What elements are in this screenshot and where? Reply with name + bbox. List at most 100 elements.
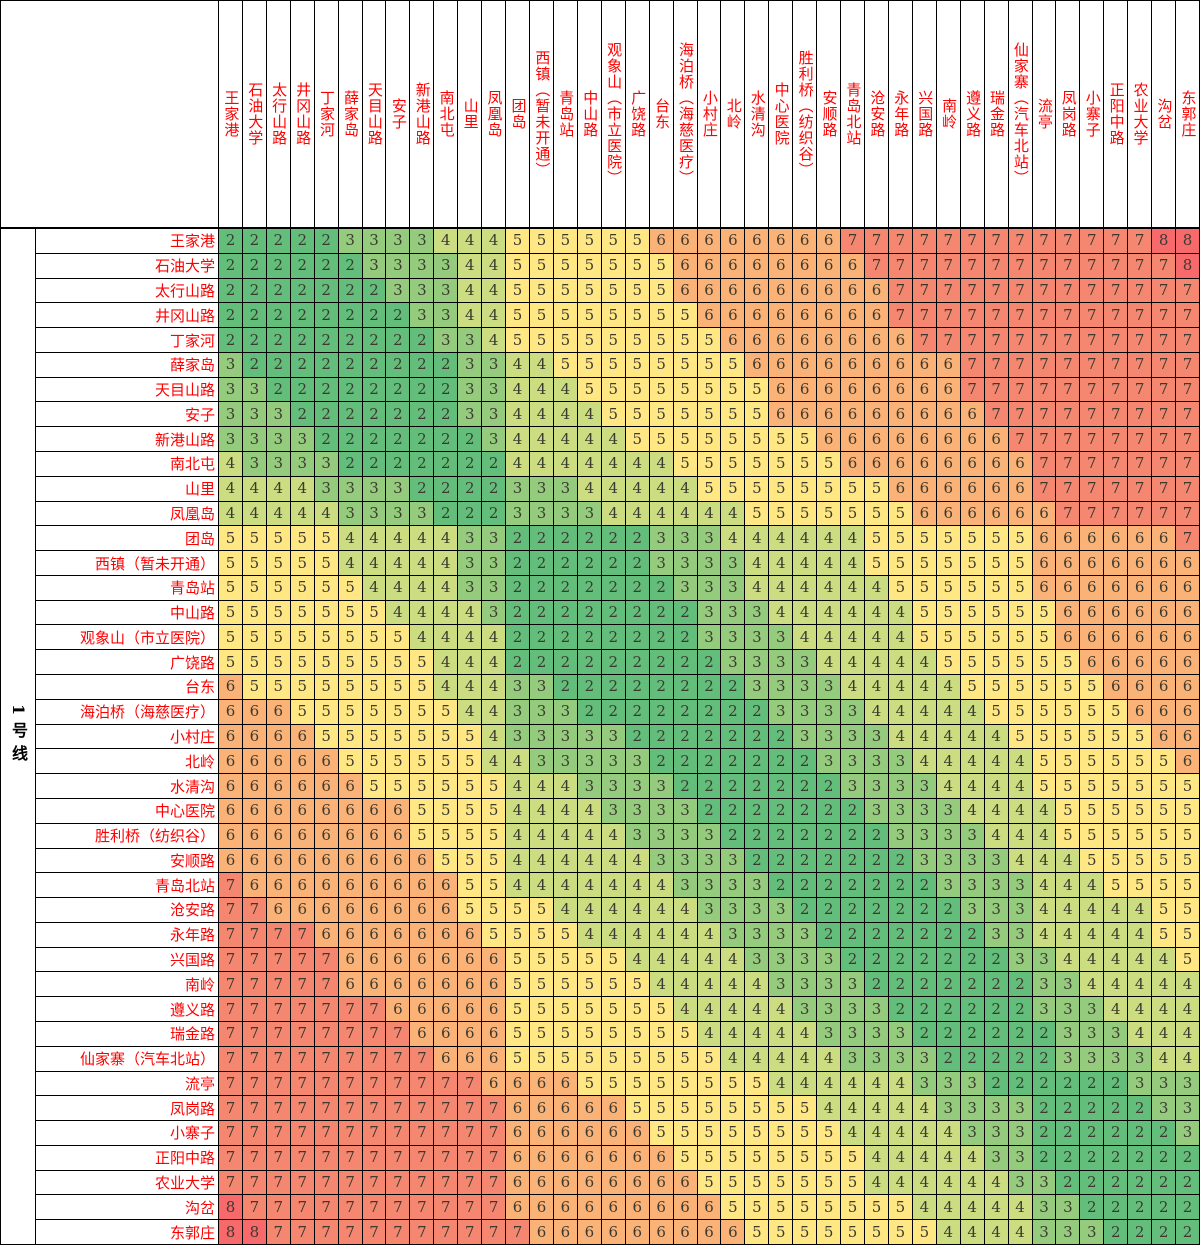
fare-cell: 7 [1056, 328, 1081, 353]
fare-cell: 2 [219, 328, 243, 353]
fare-cell: 4 [1152, 972, 1177, 998]
fare-cell: 7 [290, 1071, 315, 1097]
fare-cell: 4 [888, 1071, 913, 1097]
fare-cell: 4 [984, 1220, 1009, 1245]
fare-cell: 4 [697, 501, 722, 527]
fare-cell: 2 [960, 1046, 985, 1072]
fare-cell: 2 [266, 229, 291, 254]
fare-cell: 4 [553, 452, 578, 477]
fare-cell: 3 [841, 699, 866, 725]
fare-cell: 4 [697, 972, 722, 998]
fare-cell: 5 [577, 947, 602, 973]
fare-cell: 2 [936, 898, 961, 923]
fare-cell: 6 [458, 947, 483, 973]
fare-cell: 2 [362, 303, 387, 329]
fare-cell: 6 [817, 278, 842, 304]
fare-cell: 3 [1128, 1046, 1153, 1072]
fare-cell: 6 [769, 229, 794, 254]
row-label: 海泊桥（海慈医疗） [36, 699, 219, 725]
fare-cell: 5 [1128, 848, 1153, 874]
fare-cell: 6 [458, 972, 483, 998]
fare-cell: 5 [745, 1220, 770, 1245]
fare-cell: 7 [290, 1145, 315, 1171]
fare-cell: 3 [458, 575, 483, 601]
column-header: 东郭庄 [1176, 1, 1200, 229]
fare-cell: 3 [219, 427, 243, 453]
fare-cell: 6 [960, 402, 985, 428]
fare-cell: 5 [625, 972, 650, 998]
fare-cell: 3 [530, 724, 554, 750]
fare-cell: 5 [410, 650, 435, 676]
fare-cell: 7 [314, 1145, 339, 1171]
fare-cell: 4 [793, 600, 818, 626]
fare-cell: 2 [338, 352, 363, 378]
fare-cell: 7 [338, 1096, 363, 1122]
fare-cell: 5 [984, 575, 1009, 601]
fare-cell: 5 [1104, 873, 1129, 899]
fare-cell: 3 [936, 848, 961, 874]
fare-cell: 7 [912, 253, 937, 279]
fare-cell: 4 [936, 1220, 961, 1245]
fare-cell: 4 [482, 328, 507, 353]
fare-cell: 3 [1032, 972, 1057, 998]
fare-cell: 3 [697, 575, 722, 601]
fare-cell: 5 [553, 997, 578, 1022]
fare-cell: 5 [984, 650, 1009, 676]
fare-cell: 5 [769, 1170, 794, 1196]
fare-cell: 7 [242, 1046, 267, 1072]
fare-cell: 5 [625, 229, 650, 254]
fare-cell: 5 [1008, 551, 1033, 576]
fare-cell: 4 [577, 402, 602, 428]
fare-cell: 7 [1176, 352, 1200, 378]
fare-cell: 5 [314, 575, 339, 601]
fare-cell: 4 [1008, 1195, 1033, 1221]
fare-cell: 6 [1176, 749, 1200, 775]
fare-cell: 6 [697, 229, 722, 254]
fare-cell: 4 [386, 551, 411, 576]
fare-cell: 7 [936, 278, 961, 304]
fare-cell: 4 [1032, 922, 1057, 948]
fare-cell: 6 [960, 452, 985, 477]
fare-cell: 3 [1032, 997, 1057, 1022]
fare-cell: 6 [386, 972, 411, 998]
fare-cell: 7 [1176, 501, 1200, 527]
fare-cell: 3 [793, 650, 818, 676]
line-label: 1号线 [1, 229, 36, 1245]
fare-cell: 5 [625, 997, 650, 1022]
fare-cell: 5 [649, 997, 674, 1022]
fare-cell: 5 [960, 600, 985, 626]
fare-cell: 5 [506, 947, 531, 973]
fare-cell: 3 [888, 798, 913, 824]
fare-cell: 6 [434, 873, 459, 899]
fare-cell: 4 [506, 823, 531, 849]
fare-cell: 5 [266, 650, 291, 676]
column-header: 小村庄 [697, 1, 722, 229]
fare-cell: 2 [745, 823, 770, 849]
fare-cell: 3 [553, 749, 578, 775]
fare-cell: 7 [362, 1170, 387, 1196]
fare-cell: 2 [960, 1021, 985, 1047]
fare-cell: 2 [625, 724, 650, 750]
fare-cell: 2 [1128, 1220, 1153, 1245]
fare-cell: 2 [553, 650, 578, 676]
fare-cell: 3 [984, 873, 1009, 899]
fare-cell: 5 [1152, 749, 1177, 775]
column-header: 石油大学 [242, 1, 267, 229]
fare-cell: 7 [219, 1046, 243, 1072]
fare-cell: 5 [410, 675, 435, 700]
fare-cell: 6 [745, 328, 770, 353]
row-label: 山里 [36, 476, 219, 502]
fare-cell: 7 [1128, 377, 1153, 403]
fare-cell: 5 [673, 352, 698, 378]
column-header: 海泊桥（海慈医疗） [673, 1, 698, 229]
fare-cell: 4 [912, 749, 937, 775]
fare-cell: 3 [458, 328, 483, 353]
fare-cell: 5 [1056, 675, 1081, 700]
fare-cell: 2 [1080, 1121, 1105, 1146]
fare-cell: 5 [553, 328, 578, 353]
fare-cell: 5 [697, 1096, 722, 1122]
fare-cell: 5 [362, 724, 387, 750]
fare-cell: 5 [601, 229, 626, 254]
fare-cell: 3 [625, 749, 650, 775]
fare-cell: 5 [219, 551, 243, 576]
